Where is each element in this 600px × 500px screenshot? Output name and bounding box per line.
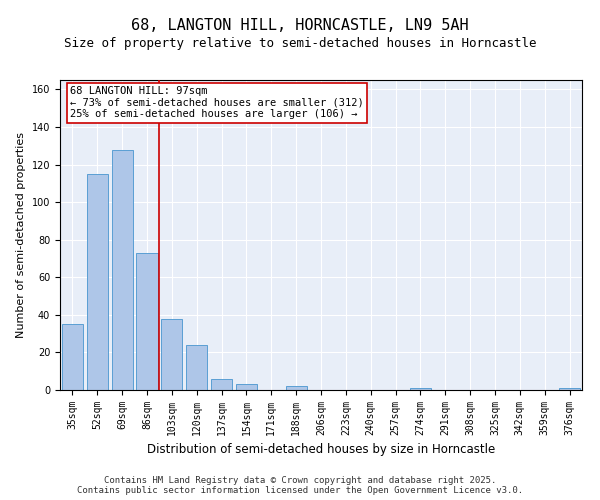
Y-axis label: Number of semi-detached properties: Number of semi-detached properties — [16, 132, 26, 338]
Bar — [112, 150, 133, 390]
Text: Contains HM Land Registry data © Crown copyright and database right 2025.
Contai: Contains HM Land Registry data © Crown c… — [77, 476, 523, 495]
Bar — [236, 384, 257, 390]
Bar — [161, 318, 182, 390]
Bar — [410, 388, 431, 390]
Bar — [62, 324, 83, 390]
Bar — [286, 386, 307, 390]
Bar — [559, 388, 580, 390]
X-axis label: Distribution of semi-detached houses by size in Horncastle: Distribution of semi-detached houses by … — [147, 444, 495, 456]
Text: 68, LANGTON HILL, HORNCASTLE, LN9 5AH: 68, LANGTON HILL, HORNCASTLE, LN9 5AH — [131, 18, 469, 32]
Bar — [211, 378, 232, 390]
Text: Size of property relative to semi-detached houses in Horncastle: Size of property relative to semi-detach… — [64, 38, 536, 51]
Text: 68 LANGTON HILL: 97sqm
← 73% of semi-detached houses are smaller (312)
25% of se: 68 LANGTON HILL: 97sqm ← 73% of semi-det… — [70, 86, 364, 120]
Bar — [136, 253, 158, 390]
Bar — [186, 345, 207, 390]
Bar — [87, 174, 108, 390]
